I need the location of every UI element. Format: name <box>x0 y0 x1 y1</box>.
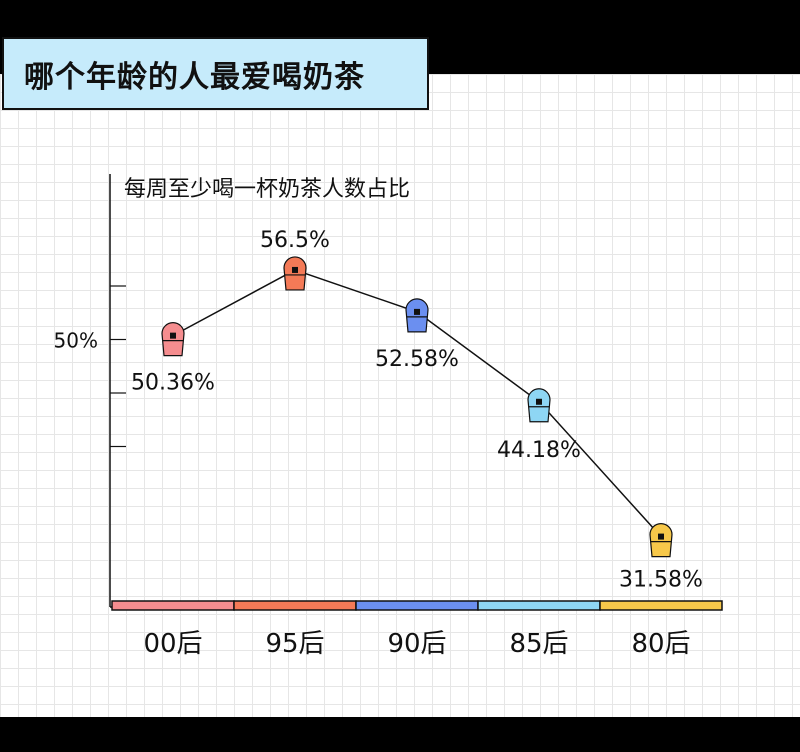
x-tick-label: 85后 <box>509 629 568 659</box>
data-label: 52.58% <box>375 347 459 372</box>
page-title: 哪个年龄的人最爱喝奶茶 <box>24 59 365 95</box>
data-point-marker <box>649 523 673 558</box>
markers <box>161 256 673 558</box>
x-tick-label: 80后 <box>631 629 690 659</box>
data-label: 31.58% <box>619 568 703 593</box>
category-bar <box>111 600 235 611</box>
data-point-marker <box>405 298 429 333</box>
title-banner: 哪个年龄的人最爱喝奶茶 <box>2 37 429 110</box>
data-label: 44.18% <box>497 438 581 463</box>
data-labels: 50.36% 56.5% 52.58% 44.18% 31.58% <box>131 228 703 593</box>
category-bar <box>477 600 601 611</box>
data-point-marker <box>527 388 551 423</box>
data-label: 56.5% <box>260 228 330 253</box>
y-tick-label: 50% <box>54 329 98 353</box>
x-tick-label: 95后 <box>265 629 324 659</box>
x-tick-label: 00后 <box>143 629 202 659</box>
x-tick-label: 90后 <box>387 629 446 659</box>
data-label: 50.36% <box>131 371 215 396</box>
chart-title: 每周至少喝一杯奶茶人数占比 <box>124 177 410 202</box>
category-bar <box>355 600 479 611</box>
category-bars <box>111 600 723 611</box>
data-point-marker <box>161 322 185 357</box>
category-bar <box>599 600 723 611</box>
category-labels: 00后 95后 90后 85后 80后 <box>143 629 690 659</box>
category-bar <box>233 600 357 611</box>
data-point-marker <box>283 256 307 291</box>
